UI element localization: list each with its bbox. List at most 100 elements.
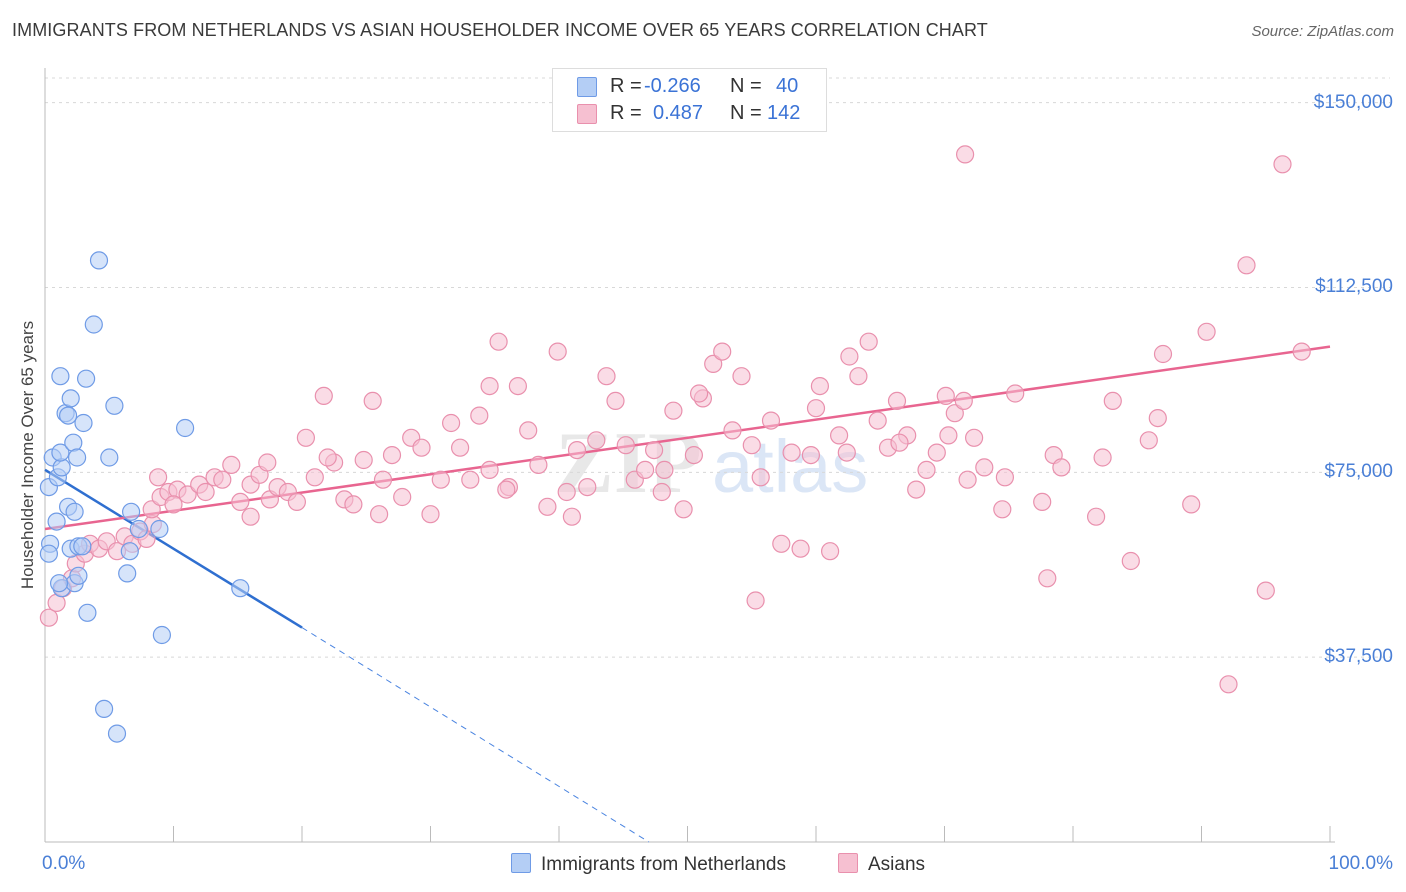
point-netherlands (118, 564, 137, 583)
series-swatch-pink (838, 853, 858, 873)
point-asians (222, 455, 241, 474)
point-asians (742, 436, 761, 455)
point-asians (382, 446, 402, 465)
series-swatch-blue (511, 853, 531, 873)
point-asians (442, 413, 461, 433)
point-asians (178, 485, 197, 504)
point-asians (1256, 581, 1275, 600)
trend-line-netherlands (44, 468, 303, 629)
point-netherlands (231, 579, 250, 598)
point-asians (975, 458, 994, 477)
point-netherlands (100, 448, 119, 467)
point-netherlands (84, 315, 103, 334)
point-netherlands (129, 519, 148, 539)
point-asians (196, 482, 215, 502)
point-asians (519, 421, 538, 440)
y-tick-label: $37,500 (1324, 646, 1393, 668)
point-asians (393, 487, 412, 507)
point-asians (1121, 551, 1140, 571)
legend-swatch-blue (577, 77, 597, 97)
point-asians (927, 443, 946, 462)
point-asians (616, 436, 635, 455)
point-netherlands (64, 433, 83, 452)
point-netherlands (47, 512, 66, 531)
point-asians (431, 470, 450, 489)
y-tick-label: $112,500 (1315, 276, 1393, 298)
point-asians (1086, 507, 1106, 526)
point-asians (993, 500, 1012, 519)
legend-n-label: N = (730, 75, 762, 97)
point-asians (344, 495, 363, 514)
point-asians (39, 608, 59, 627)
point-asians (578, 478, 597, 497)
point-asians (164, 495, 183, 514)
point-asians (480, 460, 499, 479)
point-netherlands (89, 251, 109, 270)
data-points (39, 145, 1311, 743)
point-asians (635, 460, 655, 479)
point-asians (820, 542, 840, 561)
point-asians (954, 391, 973, 410)
point-netherlands (74, 413, 93, 433)
point-asians (1197, 322, 1216, 341)
point-asians (955, 145, 975, 164)
y-axis-label: Householder Income Over 65 years (18, 320, 37, 590)
point-asians (772, 534, 791, 553)
point-asians (1103, 391, 1122, 410)
point-asians (791, 539, 810, 558)
point-asians (837, 443, 856, 462)
point-asians (461, 470, 480, 489)
watermark: ZIP atlas (555, 415, 868, 512)
point-asians (213, 470, 232, 489)
point-asians (149, 468, 168, 487)
legend-n-label: N = (730, 102, 762, 124)
legend-n-value: 40 (776, 75, 799, 97)
point-asians (470, 406, 489, 425)
point-asians (723, 421, 742, 440)
point-asians (287, 492, 306, 511)
point-asians (887, 391, 907, 410)
point-asians (480, 377, 499, 396)
legend-n-value: 142 (767, 102, 801, 124)
point-netherlands (69, 566, 88, 585)
point-asians (370, 505, 389, 524)
point-asians (713, 342, 732, 361)
point-netherlands (61, 389, 80, 408)
source-label: Source: ZipAtlas.com (1251, 23, 1394, 40)
legend-swatch-pink (577, 104, 597, 124)
series-label-asians: Asians (868, 854, 926, 875)
point-asians (363, 391, 382, 410)
point-asians (684, 446, 704, 465)
point-asians (529, 455, 548, 474)
point-asians (373, 470, 393, 489)
point-netherlands (58, 406, 78, 425)
point-asians (1182, 495, 1201, 514)
point-asians (354, 450, 373, 470)
point-asians (689, 384, 709, 403)
point-asians (305, 468, 324, 487)
point-asians (652, 482, 671, 502)
point-asians (296, 428, 315, 447)
point-asians (587, 431, 606, 450)
point-asians (548, 342, 567, 361)
point-asians (782, 443, 801, 462)
trend-line-netherlands-extension (301, 627, 650, 843)
point-netherlands (107, 724, 127, 743)
y-tick-label: $150,000 (1313, 91, 1393, 113)
point-netherlands (150, 519, 169, 539)
point-asians (1139, 431, 1158, 450)
series-legend-netherlands: Immigrants from Netherlands (511, 853, 786, 876)
point-asians (451, 438, 470, 457)
point-netherlands (94, 699, 114, 719)
x-tick-label-max: 100.0% (1328, 853, 1393, 874)
point-asians (917, 460, 936, 479)
point-asians (597, 367, 616, 386)
point-asians (142, 500, 161, 519)
point-asians (318, 448, 337, 467)
legend-r-value: 0.487 (653, 102, 704, 124)
point-asians (421, 505, 440, 524)
point-asians (995, 468, 1015, 487)
point-asians (810, 377, 830, 396)
point-asians (868, 411, 887, 430)
